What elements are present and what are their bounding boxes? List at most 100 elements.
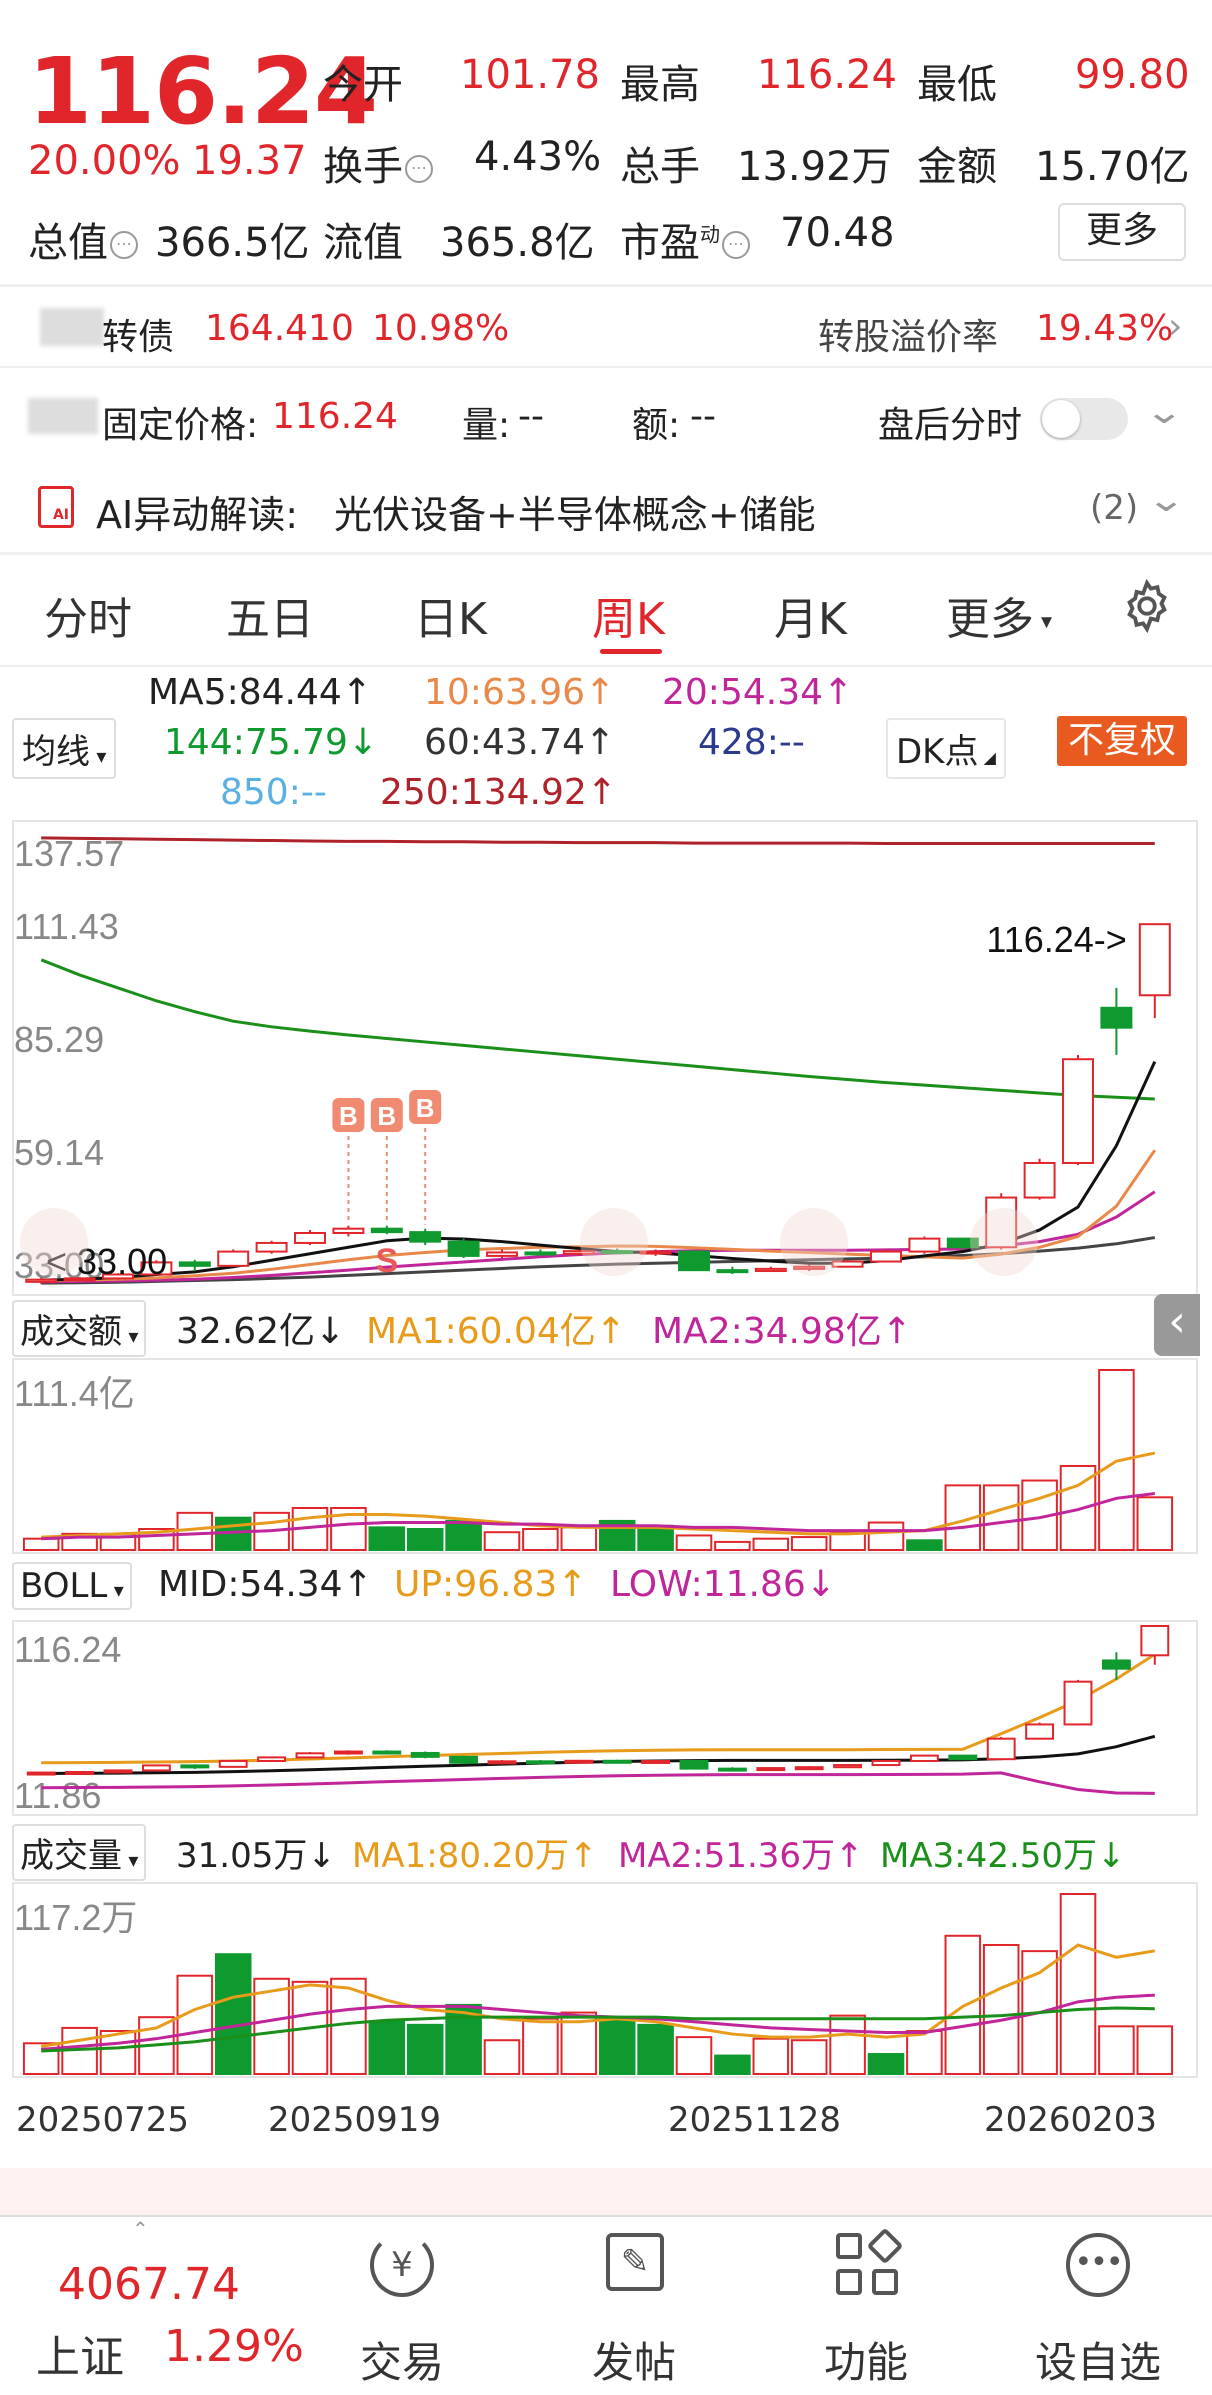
y-bottom-label: 11.86 [14, 1775, 101, 1814]
dk-button[interactable]: DK点 ◢ [886, 718, 1006, 779]
boll-candle [487, 1760, 517, 1765]
nav-watchlist[interactable]: ••• 设自选 [1008, 2217, 1188, 2395]
volume-bar [675, 1534, 713, 1551]
tab-minute[interactable]: 分时 [44, 594, 132, 645]
pe-label-text: 市盈 [620, 220, 700, 266]
caret-up-icon: ⌃ [132, 2217, 149, 2241]
nav-trade-label: 交易 [359, 2338, 444, 2387]
more-button[interactable]: 更多 [1058, 203, 1186, 261]
chevron-right-icon[interactable]: › [1168, 306, 1183, 347]
bond-premium-value: 19.43% [1036, 308, 1174, 349]
amount-chart-panel[interactable]: 111.4亿 [12, 1358, 1198, 1554]
volume-bar [598, 2017, 636, 2076]
boll-selector[interactable]: BOLL ▾ [12, 1562, 132, 1610]
ma250-value: 250:134.92↑ [380, 772, 617, 813]
pe-label: 市盈动 ⋯ [620, 210, 750, 268]
y-top-label: 117.2万 [14, 1897, 137, 1938]
ai-title[interactable]: AI异动解读: [96, 493, 299, 537]
mktcap-label: 总值 ⋯ [28, 210, 138, 268]
tab-five-day[interactable]: 五日 [226, 594, 314, 645]
nav-function-label: 功能 [823, 2338, 908, 2387]
volume-bar [867, 1521, 905, 1551]
sell-marker-label: S [375, 1242, 398, 1280]
after-hours-amt-label: 额: [632, 405, 681, 446]
caret-down-icon: ▾ [107, 1578, 124, 1602]
amount-label: 金额 [917, 144, 997, 190]
chevron-down-icon[interactable]: ⌄ [1144, 392, 1185, 432]
buy-marker-label: B [339, 1101, 358, 1131]
nav-post[interactable]: ✎ 发帖 [544, 2217, 724, 2395]
collapse-panel-button[interactable]: ‹ [1154, 1294, 1200, 1356]
candle [178, 1261, 211, 1267]
yuan-exchange-icon: ¥ [370, 2233, 434, 2297]
y-top-label: 116.24 [14, 1629, 121, 1670]
boll-candle [679, 1759, 709, 1770]
volume-ma2: MA2:51.36万↑ [618, 1836, 864, 1876]
float-value: 365.8亿 [440, 220, 595, 266]
nav-function[interactable]: 功能 [776, 2217, 956, 2395]
index-name: 上证 [36, 2332, 124, 2383]
ma5-line [41, 1061, 1157, 1282]
boll-candle [333, 1750, 363, 1755]
nav-watchlist-label: 设自选 [1034, 2338, 1161, 2387]
volume-bar [1059, 1893, 1097, 2075]
candle [985, 1196, 1018, 1249]
boll-chart-panel[interactable]: 116.24 11.86 [12, 1620, 1198, 1816]
candle [793, 1265, 826, 1270]
boll-candle [449, 1755, 479, 1764]
boll-candle [1025, 1723, 1055, 1740]
candle [601, 1250, 634, 1255]
info-icon[interactable]: ⋯ [405, 155, 433, 183]
info-icon[interactable]: ⋯ [110, 231, 138, 259]
tab-more-label: 更多 [946, 594, 1034, 645]
bond-name[interactable]: 转债 [102, 317, 175, 358]
boll-candle [794, 1766, 824, 1771]
ma-selector[interactable]: 均线 ▾ [12, 718, 117, 779]
tab-more[interactable]: 更多 ▾ [946, 583, 1052, 647]
index-value: 4067.74 [58, 2259, 240, 2310]
candle [1100, 1006, 1133, 1029]
nav-trade[interactable]: ¥ 交易 [312, 2217, 492, 2395]
settings-gear-icon[interactable] [1118, 577, 1176, 639]
x-label-4: 20260203 [984, 2100, 1158, 2140]
chevron-down-icon[interactable]: ⌄ [1146, 480, 1187, 520]
caret-down-icon: ▾ [90, 744, 107, 768]
volume-bar [1136, 1496, 1174, 1551]
pe-sup: 动 [700, 222, 720, 247]
caret-icon: ◢ [978, 748, 996, 767]
ai-text[interactable]: 光伏设备+半导体概念+储能 [334, 493, 816, 537]
boll-candle [141, 1764, 171, 1772]
candle [332, 1227, 365, 1234]
y-top-label: 111.4亿 [14, 1373, 135, 1414]
index-pct: 1.29% [164, 2321, 304, 2372]
bond-price: 164.410 [205, 308, 354, 349]
turnover-label-text: 换手 [323, 144, 403, 190]
y-tick-label: 85.29 [14, 1019, 104, 1060]
boll-candle [257, 1756, 287, 1762]
adjust-button[interactable]: 不复权 [1057, 716, 1187, 766]
kline-chart-panel[interactable]: 137.57 111.43 85.29 59.14 33.00 B B B S 116.24-> <… [12, 820, 1198, 1296]
amount-indicator-selector[interactable]: 成交额 ▾ [12, 1300, 147, 1357]
after-hours-toggle[interactable] [1040, 398, 1128, 440]
tab-day-k[interactable]: 日K [414, 594, 487, 645]
boll-candle [717, 1767, 747, 1772]
current-price: 116.24 [28, 38, 378, 145]
ma-selector-label: 均线 [22, 732, 90, 772]
boll-candle [602, 1759, 632, 1764]
ma20-line [41, 1190, 1156, 1284]
boll-low: LOW:11.86↓ [610, 1564, 836, 1605]
tab-week-k[interactable]: 周K [592, 594, 665, 645]
volume-bar [522, 2017, 559, 2076]
turnover-value: 4.43% [474, 134, 602, 180]
amount-ma1: MA1:60.04亿↑ [366, 1311, 626, 1352]
candle [716, 1269, 749, 1274]
ma5-value: MA5:84.44↑ [148, 672, 372, 713]
market-index-ticker[interactable]: ⌃ 4067.74 上证 1.29% [28, 2217, 308, 2395]
change-pct: 20.00% [28, 138, 181, 184]
tab-month-k[interactable]: 月K [774, 594, 847, 645]
volume-selector[interactable]: 成交量 ▾ [12, 1824, 147, 1881]
info-icon[interactable]: ⋯ [722, 231, 750, 259]
buy-marker [332, 1098, 365, 1132]
bottom-nav: ⌃ 4067.74 上证 1.29% ¥ 交易 ✎ 发帖 功能 ••• 设自选 [0, 2215, 1212, 2395]
volume-chart-panel[interactable]: 117.2万 [12, 1882, 1198, 2078]
